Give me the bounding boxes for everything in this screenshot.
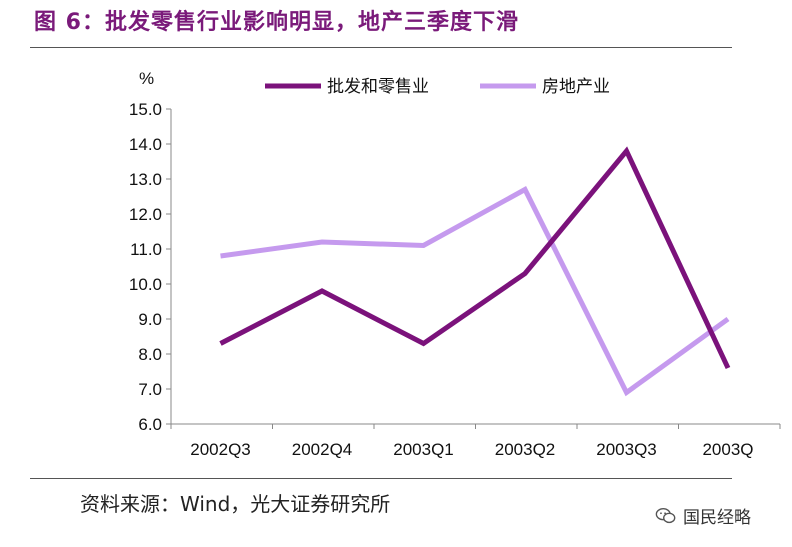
x-tick-label: 2003Q: [702, 440, 753, 459]
chart-axes: [166, 108, 781, 429]
x-tick-labels: 2002Q3 2002Q4 2003Q1 2003Q2 2003Q3 2003Q: [190, 440, 753, 459]
series-lines: [219, 146, 731, 397]
y-tick-label: 15.0: [129, 100, 162, 119]
legend: 批发和零售业 房地产业: [265, 77, 610, 97]
y-tick-label: 11.0: [130, 240, 162, 259]
source-note: 资料来源：Wind，光大证券研究所: [80, 492, 391, 516]
y-tick-label: 9.0: [138, 310, 162, 329]
bottom-divider: [30, 478, 732, 479]
series-line: [220, 186, 730, 397]
chart-title: 图 6：批发零售行业影响明显，地产三季度下滑: [34, 10, 519, 35]
watermark: 国民经略: [655, 503, 751, 528]
x-tick-label: 2003Q1: [393, 440, 454, 459]
legend-label: 批发和零售业: [327, 77, 429, 97]
y-tick-label: 7.0: [138, 380, 162, 399]
y-axis-label: %: [139, 69, 154, 88]
x-tick-label: 2002Q3: [190, 440, 251, 459]
series-line: [219, 146, 731, 370]
y-tick-label: 14.0: [129, 135, 162, 154]
y-tick-labels: 15.0 14.0 13.0 12.0 11.0 10.0 9.0 8.0 7.0 6.0: [129, 100, 162, 434]
y-tick-label: 6.0: [138, 415, 162, 434]
wechat-icon: [655, 507, 676, 523]
y-tick-label: 10.0: [129, 275, 162, 294]
x-tick-label: 2002Q4: [292, 440, 353, 459]
y-tick-label: 13.0: [129, 170, 162, 189]
y-tick-label: 8.0: [138, 345, 162, 364]
x-tick-label: 2003Q3: [596, 440, 657, 459]
legend-label: 房地产业: [542, 77, 610, 97]
watermark-text: 国民经略: [683, 508, 751, 528]
x-tick-label: 2003Q2: [495, 440, 556, 459]
top-divider: [30, 47, 732, 48]
y-tick-label: 12.0: [129, 205, 162, 224]
